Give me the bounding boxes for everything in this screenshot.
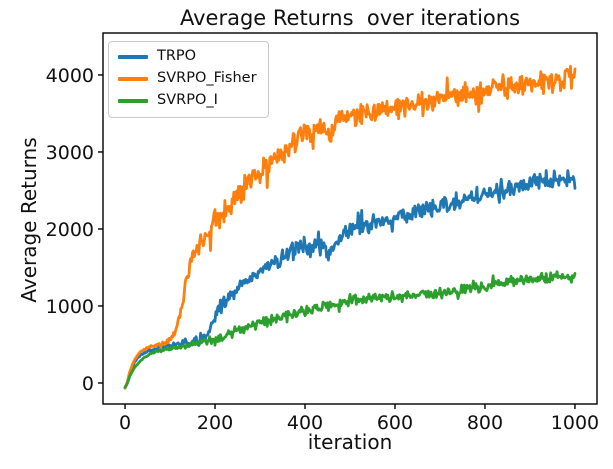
y-tick-label: 0 [82, 373, 94, 395]
series-line-svrpo_fisher [123, 64, 577, 390]
trpo-line-icon [118, 54, 148, 59]
legend: TRPO SVRPO_Fisher SVRPO_I [108, 41, 269, 118]
series-line-svrpo_i [123, 270, 577, 389]
chart-title: Average Returns over iterations [179, 6, 521, 30]
axes-spines [102, 32, 598, 405]
y-tick-label: 3000 [46, 142, 94, 164]
legend-label-trpo: TRPO [157, 48, 197, 64]
x-tick-label: 0 [119, 412, 131, 434]
svrpo-i-line-icon [118, 99, 148, 104]
x-tick-label: 200 [197, 412, 233, 434]
y-axis-label: Average Returns [17, 137, 41, 303]
series-line-trpo [123, 169, 577, 390]
x-tick-label: 600 [377, 412, 413, 434]
x-tick-label: 800 [467, 412, 503, 434]
y-tick-label: 2000 [46, 219, 94, 241]
x-axis-label: iteration [307, 430, 393, 454]
legend-label-svrpo-fisher: SVRPO_Fisher [157, 70, 257, 87]
x-tick-label: 1000 [551, 412, 599, 434]
legend-label-svrpo-i: SVRPO_I [157, 92, 218, 109]
y-tick-label: 4000 [46, 65, 94, 87]
svrpo-fisher-line-icon [118, 76, 148, 81]
x-tick-label: 400 [287, 412, 323, 434]
y-tick-label: 1000 [46, 296, 94, 318]
legend-item-trpo: TRPO [118, 48, 257, 64]
legend-item-svrpo-i: SVRPO_I [118, 93, 257, 108]
legend-item-svrpo-fisher: SVRPO_Fisher [118, 70, 257, 87]
